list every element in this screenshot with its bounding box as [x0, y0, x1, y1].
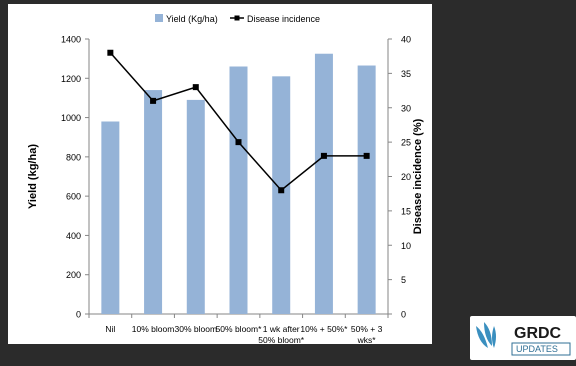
disease-incidence-point	[278, 187, 285, 194]
legend-swatch-marker	[234, 15, 240, 21]
grdc-logo-mark: GRDC UPDATES	[476, 322, 571, 356]
yield-bar	[357, 65, 376, 314]
y2-axis-title: Disease incidence (%)	[412, 118, 424, 234]
x-category-label: 10% + 50%*	[300, 324, 348, 334]
logo-tagline-text: UPDATES	[516, 344, 558, 354]
yield-bar	[144, 90, 163, 314]
y2-tick-label: 10	[401, 241, 411, 251]
y2-tick-label: 15	[401, 206, 411, 216]
y-tick-label: 1000	[61, 113, 81, 123]
x-category-label: 50% + 3 wks*	[351, 324, 383, 344]
y-tick-label: 1400	[61, 35, 81, 45]
disease-incidence-point	[363, 152, 370, 159]
yield-bar	[272, 76, 291, 314]
disease-incidence-point	[320, 152, 327, 159]
disease-incidence-point	[150, 97, 157, 104]
x-category-label: 1 wk after 50% bloom*	[258, 324, 305, 344]
y-tick-label: 1200	[61, 74, 81, 84]
x-category-label: 30% bloom	[175, 324, 218, 334]
y-tick-label: 800	[66, 152, 81, 162]
disease-incidence-point	[107, 49, 114, 56]
y-axis-title: Yield (kg/ha)	[27, 144, 39, 209]
y2-tick-label: 35	[401, 69, 411, 79]
y2-tick-label: 40	[401, 35, 411, 45]
chart-panel: 0 200 400 600 800 1000 1200 1400 0 5 10 15 20 25 30 35 4…	[8, 4, 432, 345]
y-tick-label: 0	[76, 310, 81, 320]
yield-bar	[314, 53, 333, 314]
yield-bar	[186, 99, 205, 315]
disease-incidence-point	[235, 139, 242, 146]
grdc-logo: GRDC UPDATES	[470, 316, 576, 360]
yield-bar	[229, 66, 248, 314]
x-category-label: 10% bloom	[132, 324, 175, 334]
y-tick-label: 400	[66, 231, 81, 241]
y2-tick-label: 25	[401, 138, 411, 148]
legend-swatch-yield	[155, 14, 163, 22]
y-tick-label: 600	[66, 192, 81, 202]
y2-tick-label: 0	[401, 310, 406, 320]
logo-brand-text: GRDC	[514, 325, 562, 342]
x-category-label: Nil	[105, 324, 115, 334]
x-category-label: 50% bloom*	[216, 324, 263, 334]
y2-tick-label: 5	[401, 275, 406, 285]
y2-tick-label: 30	[401, 103, 411, 113]
chart: 0 200 400 600 800 1000 1200 1400 0 5 10 15 20 25 30 35 4…	[27, 14, 424, 345]
y2-tick-label: 20	[401, 172, 411, 182]
disease-incidence-point	[192, 84, 199, 91]
yield-bar	[101, 121, 120, 314]
legend-label-yield: Yield (Kg/ha)	[166, 14, 218, 24]
y-tick-label: 200	[66, 270, 81, 280]
legend-label-disease: Disease incidence	[247, 14, 320, 24]
